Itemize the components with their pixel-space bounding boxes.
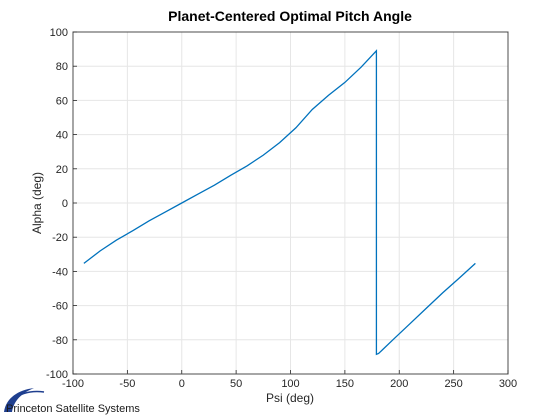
x-axis-label: Psi (deg) [266, 391, 314, 405]
company-logo: Princeton Satellite Systems [4, 388, 140, 415]
logo-arc-icon [7, 390, 45, 405]
y-tick-label: 80 [56, 61, 68, 73]
y-tick-label: -40 [52, 266, 68, 278]
y-tick-label: -80 [52, 335, 68, 347]
y-tick-label: 0 [62, 198, 68, 210]
y-tick-label: 20 [56, 164, 68, 176]
y-tick-label: 60 [56, 95, 68, 107]
series-line [83, 49, 476, 356]
chart-title: Planet-Centered Optimal Pitch Angle [168, 8, 412, 24]
y-tick-labels: -100 -80 -60 -40 -20 0 20 40 60 80 100 [46, 27, 68, 381]
y-tick-label: -100 [46, 369, 68, 381]
logo-swoosh-icon [4, 388, 34, 412]
x-tick-label: 50 [230, 378, 242, 390]
x-tick-labels: -100 -50 0 50 100 150 200 250 300 [62, 378, 517, 390]
x-tick-label: 200 [390, 378, 408, 390]
y-tick-label: -60 [52, 301, 68, 313]
y-tick-label: -20 [52, 232, 68, 244]
x-tick-label: -50 [119, 378, 135, 390]
x-tick-label: 0 [179, 378, 185, 390]
y-tick-label: 40 [56, 130, 68, 142]
logo-text: Princeton Satellite Systems [6, 403, 140, 415]
y-axis-label: Alpha (deg) [30, 172, 44, 234]
x-tick-label: 150 [336, 378, 354, 390]
series-group [83, 49, 476, 356]
x-tick-label: 300 [499, 378, 517, 390]
x-tick-label: 100 [281, 378, 299, 390]
axes-frame [72, 31, 509, 375]
x-tick-label: -100 [62, 378, 84, 390]
x-tick-label: 250 [444, 378, 462, 390]
y-tick-label: 100 [50, 27, 68, 39]
